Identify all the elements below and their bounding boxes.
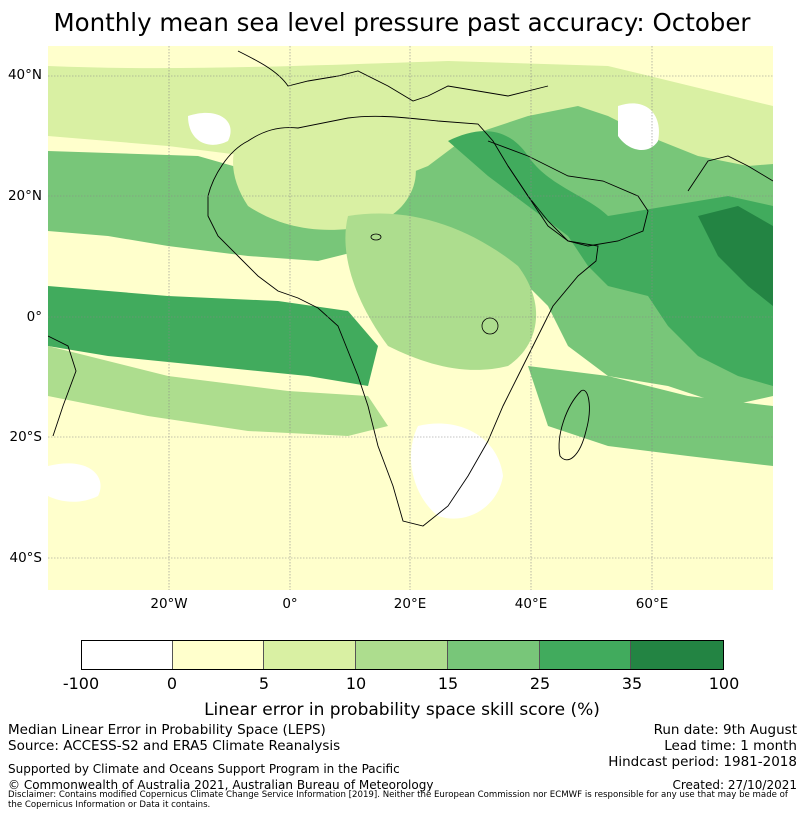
source-text: Source: ACCESS-S2 and ERA5 Climate Reana… [8, 738, 340, 754]
lat-label-40s: 40°S [0, 550, 42, 566]
lead-time-text: Lead time: 1 month [608, 738, 797, 754]
info-left: Median Linear Error in Probability Space… [8, 722, 340, 754]
lat-label-20s: 20°S [0, 429, 42, 445]
disclaimer-text: Disclaimer: Contains modified Copernicus… [8, 790, 798, 810]
run-date-text: Run date: 9th August [608, 722, 797, 738]
colorbar-tick: 10 [326, 674, 386, 693]
colorbar-segment [631, 641, 723, 669]
colorbar-label: Linear error in probability space skill … [0, 700, 804, 720]
lon-label-60e: 60°E [622, 596, 682, 612]
colorbar-segment [173, 641, 265, 669]
skill-map [48, 46, 773, 590]
colorbar-tick: 25 [510, 674, 570, 693]
lat-label-0: 0° [0, 309, 42, 325]
colorbar-tick: 100 [694, 674, 754, 693]
page-title: Monthly mean sea level pressure past acc… [0, 8, 804, 37]
colorbar-segment [448, 641, 540, 669]
map-canvas [48, 46, 773, 590]
lon-label-0: 0° [260, 596, 320, 612]
lon-label-20w: 20°W [139, 596, 199, 612]
colorbar-segment [540, 641, 632, 669]
colorbar-tick: 35 [602, 674, 662, 693]
lon-label-40e: 40°E [501, 596, 561, 612]
colorbar-tick: 15 [418, 674, 478, 693]
colorbar [81, 640, 724, 670]
colorbar-tick: 5 [234, 674, 294, 693]
hindcast-period-text: Hindcast period: 1981-2018 [608, 754, 797, 770]
colorbar-tick: 0 [142, 674, 202, 693]
supported-text: Supported by Climate and Oceans Support … [8, 761, 400, 777]
colorbar-segment [82, 641, 173, 669]
colorbar-segment [356, 641, 448, 669]
colorbar-segment [264, 641, 356, 669]
lon-label-20e: 20°E [380, 596, 440, 612]
method-text: Median Linear Error in Probability Space… [8, 722, 340, 738]
colorbar-tick: -100 [51, 674, 111, 693]
info-right: Run date: 9th August Lead time: 1 month … [608, 722, 797, 770]
lat-label-20n: 20°N [0, 188, 42, 204]
lat-label-40n: 40°N [0, 67, 42, 83]
